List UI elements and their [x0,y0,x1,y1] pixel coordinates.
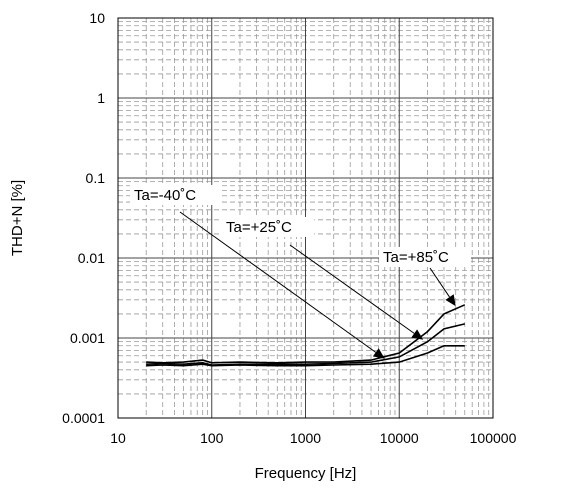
y-axis-title: THD+N [%] [9,180,26,256]
y-tick-label: 0.001 [70,330,105,346]
annotation-label-bg [379,247,471,267]
x-tick-label: 10 [110,430,126,446]
y-tick-label: 1 [97,90,105,106]
y-tick-label: 0.1 [86,170,106,186]
annotation-label: Ta=-40˚C [134,187,196,204]
annotation-label: Ta=+85˚C [383,249,449,266]
annotation-arrow-line [289,244,415,334]
y-tick-label: 0.01 [78,250,105,266]
plot-frame [117,17,494,419]
series-line-0 [146,344,465,367]
annotation-arrowhead [411,329,424,340]
y-tick-label: 10 [89,10,105,26]
x-tick-label: 100 [200,430,224,446]
annotation-arrowhead [445,294,456,307]
x-tick-labels: 10 100 1000 10000 100000 [110,430,516,446]
annotation-label-bg [130,185,222,205]
series-lines [146,304,466,367]
x-tick-label: 10000 [380,430,419,446]
annotation-label-bg [222,217,314,237]
x-tick-label: 100000 [470,430,517,446]
series-line-2 [146,304,466,364]
y-tick-labels: 0.0001 0.001 0.01 0.1 1 10 [62,10,105,426]
annotation-arrow-line [179,211,377,353]
y-tick-label: 0.0001 [62,410,105,426]
annotation-arrow-line [429,267,450,298]
annotation-label: Ta=+25˚C [226,219,292,236]
annotations: Ta=-40˚C Ta=+25˚C Ta=+85˚C [130,185,471,359]
x-axis-title: Frequency [Hz] [255,465,357,482]
x-tick-label: 1000 [290,430,321,446]
series-line-1 [146,323,465,366]
annotation-arrowhead [372,348,385,359]
